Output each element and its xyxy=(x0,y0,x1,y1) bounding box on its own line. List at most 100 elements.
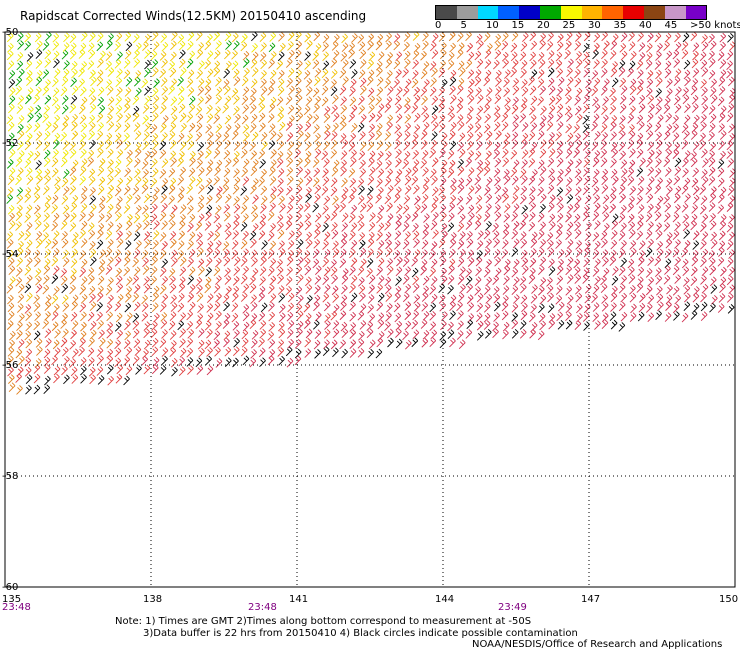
wind-barb xyxy=(350,186,357,197)
wind-barb xyxy=(555,131,562,141)
wind-barb xyxy=(664,96,671,107)
wind-barb xyxy=(132,320,140,330)
wind-barb xyxy=(430,203,438,213)
wind-barb xyxy=(233,213,240,224)
wind-barb xyxy=(123,132,130,143)
wind-barb xyxy=(152,95,160,105)
wind-barb xyxy=(260,195,268,206)
wind-barb xyxy=(340,104,347,115)
wind-barb xyxy=(530,122,538,132)
wind-barb xyxy=(141,177,149,188)
wind-barb xyxy=(51,221,58,232)
wind-barb xyxy=(690,220,697,231)
wind-barb xyxy=(430,241,438,251)
wind-barb xyxy=(728,231,735,242)
wind-barb xyxy=(639,293,646,303)
legend-swatch xyxy=(560,6,582,19)
wind-barb xyxy=(242,265,249,276)
wind-barb xyxy=(259,320,267,330)
wind-barb xyxy=(719,105,727,116)
wind-barb xyxy=(708,250,716,260)
wind-barb xyxy=(546,232,554,242)
wind-barb xyxy=(457,222,465,233)
wind-barb xyxy=(116,283,124,293)
wind-barb xyxy=(556,140,564,151)
wind-barb xyxy=(89,329,97,340)
wind-barb xyxy=(24,158,32,169)
wind-barb xyxy=(341,328,349,339)
wind-barb xyxy=(53,68,61,79)
wind-barb xyxy=(278,355,285,366)
wind-barb xyxy=(124,330,131,341)
wind-barb xyxy=(537,330,545,341)
wind-barb xyxy=(159,68,166,79)
wind-barb xyxy=(223,301,230,312)
wind-barb xyxy=(601,49,608,60)
wind-barb xyxy=(520,310,528,321)
wind-barb xyxy=(114,256,122,267)
wind-barb xyxy=(675,86,682,97)
wind-barb xyxy=(35,275,42,286)
wind-barb xyxy=(457,310,464,320)
wind-barb xyxy=(412,31,420,41)
wind-barb xyxy=(169,347,177,357)
wind-barb xyxy=(224,230,232,241)
wind-barb xyxy=(411,319,419,330)
wind-barb xyxy=(539,32,546,43)
wind-barb xyxy=(107,184,115,195)
wind-barb xyxy=(17,283,25,294)
wind-barb xyxy=(330,86,338,96)
wind-barb xyxy=(368,221,376,232)
wind-barb xyxy=(132,292,139,303)
wind-barb xyxy=(708,105,716,115)
wind-barb xyxy=(565,303,573,314)
wind-barb xyxy=(557,168,564,179)
wind-barb xyxy=(349,78,357,89)
wind-barb xyxy=(726,60,733,71)
wind-barb xyxy=(97,58,104,69)
wind-barb xyxy=(341,268,349,278)
wind-barb xyxy=(213,114,220,124)
wind-barb xyxy=(105,212,113,223)
wind-barb xyxy=(719,130,727,140)
wind-barb xyxy=(312,59,320,70)
legend-label: 0 xyxy=(435,20,442,31)
wind-barb xyxy=(106,348,114,359)
wind-barb xyxy=(196,292,204,303)
wind-barb xyxy=(15,267,23,277)
wind-barb xyxy=(682,221,690,232)
wind-barb xyxy=(483,212,491,222)
wind-barb xyxy=(8,382,16,392)
wind-barb xyxy=(619,130,626,141)
wind-barb xyxy=(395,204,403,214)
wind-barb xyxy=(719,150,726,161)
wind-barb xyxy=(359,141,367,151)
wind-barb xyxy=(15,348,23,359)
wind-barb xyxy=(70,60,78,71)
wind-barb xyxy=(197,42,204,52)
wind-barb xyxy=(555,294,563,305)
wind-barb xyxy=(628,159,636,170)
wind-barb xyxy=(225,40,232,50)
wind-barb xyxy=(269,193,277,204)
wind-barb xyxy=(565,149,573,159)
wind-barb xyxy=(16,60,24,71)
wind-barb xyxy=(80,186,88,196)
wind-barb xyxy=(79,132,87,143)
wind-barb xyxy=(512,78,519,88)
wind-barb xyxy=(726,240,734,251)
wind-barb xyxy=(709,265,717,276)
wind-barb xyxy=(412,149,419,160)
wind-barb xyxy=(411,166,419,177)
wind-barb xyxy=(574,68,581,79)
wind-barb xyxy=(126,213,133,224)
wind-barb xyxy=(429,321,437,331)
wind-barb xyxy=(114,186,122,197)
wind-barb xyxy=(125,276,133,287)
wind-barb xyxy=(448,112,455,123)
wind-barb xyxy=(519,231,527,241)
wind-barb xyxy=(197,202,205,213)
wind-barb xyxy=(123,356,131,366)
wind-barb xyxy=(114,347,122,358)
wind-barb xyxy=(350,69,358,79)
